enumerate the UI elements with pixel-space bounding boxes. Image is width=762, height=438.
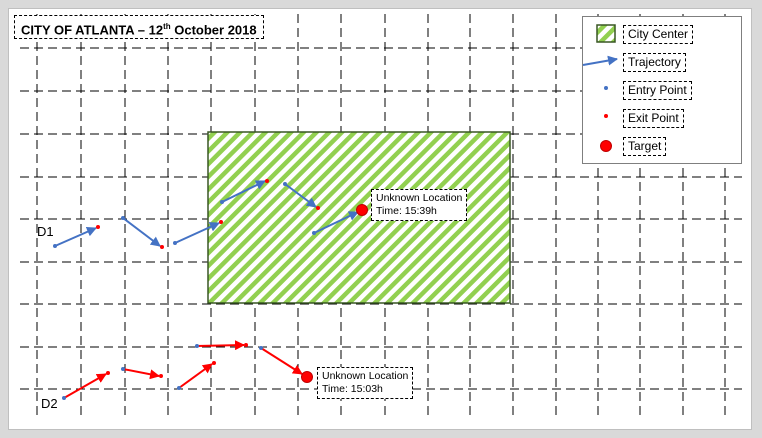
d2-trajectory bbox=[63, 340, 303, 399]
d2-segment bbox=[196, 340, 245, 351]
entry-point bbox=[121, 216, 125, 220]
legend-target: Target bbox=[583, 135, 743, 157]
d1-segment bbox=[174, 222, 220, 244]
d2-segment bbox=[260, 347, 303, 375]
city-center-swatch-icon bbox=[596, 24, 616, 43]
d2-segment bbox=[178, 363, 213, 389]
d1-trajectory bbox=[54, 180, 359, 247]
legend-trajectory: Trajectory bbox=[582, 51, 743, 73]
exit-point-dot-icon bbox=[604, 114, 608, 118]
exit-point bbox=[96, 225, 100, 229]
entry-point bbox=[62, 396, 66, 400]
target-dot-icon bbox=[600, 140, 612, 152]
exit-point bbox=[219, 220, 223, 224]
entry-point bbox=[220, 200, 224, 204]
exit-point bbox=[106, 371, 110, 375]
legend-exit-point: Exit Point bbox=[583, 107, 743, 129]
d2-segment bbox=[122, 368, 160, 380]
entry-point bbox=[283, 182, 287, 186]
d1-segment bbox=[221, 180, 266, 203]
legend: City Center Trajectory Entry Point Exit … bbox=[582, 16, 742, 164]
d2-points bbox=[62, 343, 313, 400]
exit-point bbox=[244, 343, 248, 347]
exit-point bbox=[160, 245, 164, 249]
d2-segment bbox=[63, 373, 107, 399]
drone-label-d1: D1 bbox=[37, 224, 54, 239]
entry-point bbox=[173, 241, 177, 245]
d1-points bbox=[53, 179, 368, 249]
legend-city-center: City Center bbox=[583, 23, 743, 45]
d1-segment bbox=[54, 227, 97, 247]
target-marker bbox=[356, 204, 368, 216]
entry-point bbox=[177, 386, 181, 390]
entry-point-dot-icon bbox=[604, 86, 608, 90]
d1-segment bbox=[284, 183, 317, 208]
entry-point bbox=[312, 231, 316, 235]
legend-entry-point: Entry Point bbox=[583, 79, 743, 101]
drone-label-d2: D2 bbox=[41, 396, 58, 411]
exit-point bbox=[265, 179, 269, 183]
exit-point bbox=[212, 361, 216, 365]
trajectory-arrow-icon bbox=[582, 55, 618, 66]
unknown-location-d1: Unknown Location Time: 15:39h bbox=[371, 189, 468, 221]
exit-point bbox=[316, 206, 320, 210]
entry-point bbox=[195, 344, 199, 348]
d1-segment bbox=[122, 217, 161, 247]
exit-point bbox=[159, 374, 163, 378]
entry-point bbox=[259, 346, 263, 350]
unknown-location-d2: Unknown Location Time: 15:03h bbox=[317, 367, 414, 399]
d1-segment bbox=[313, 211, 359, 234]
entry-point bbox=[53, 244, 57, 248]
target-marker bbox=[301, 371, 313, 383]
map-title: CITY OF ATLANTA – 12th October 2018 bbox=[14, 15, 264, 39]
entry-point bbox=[121, 367, 125, 371]
